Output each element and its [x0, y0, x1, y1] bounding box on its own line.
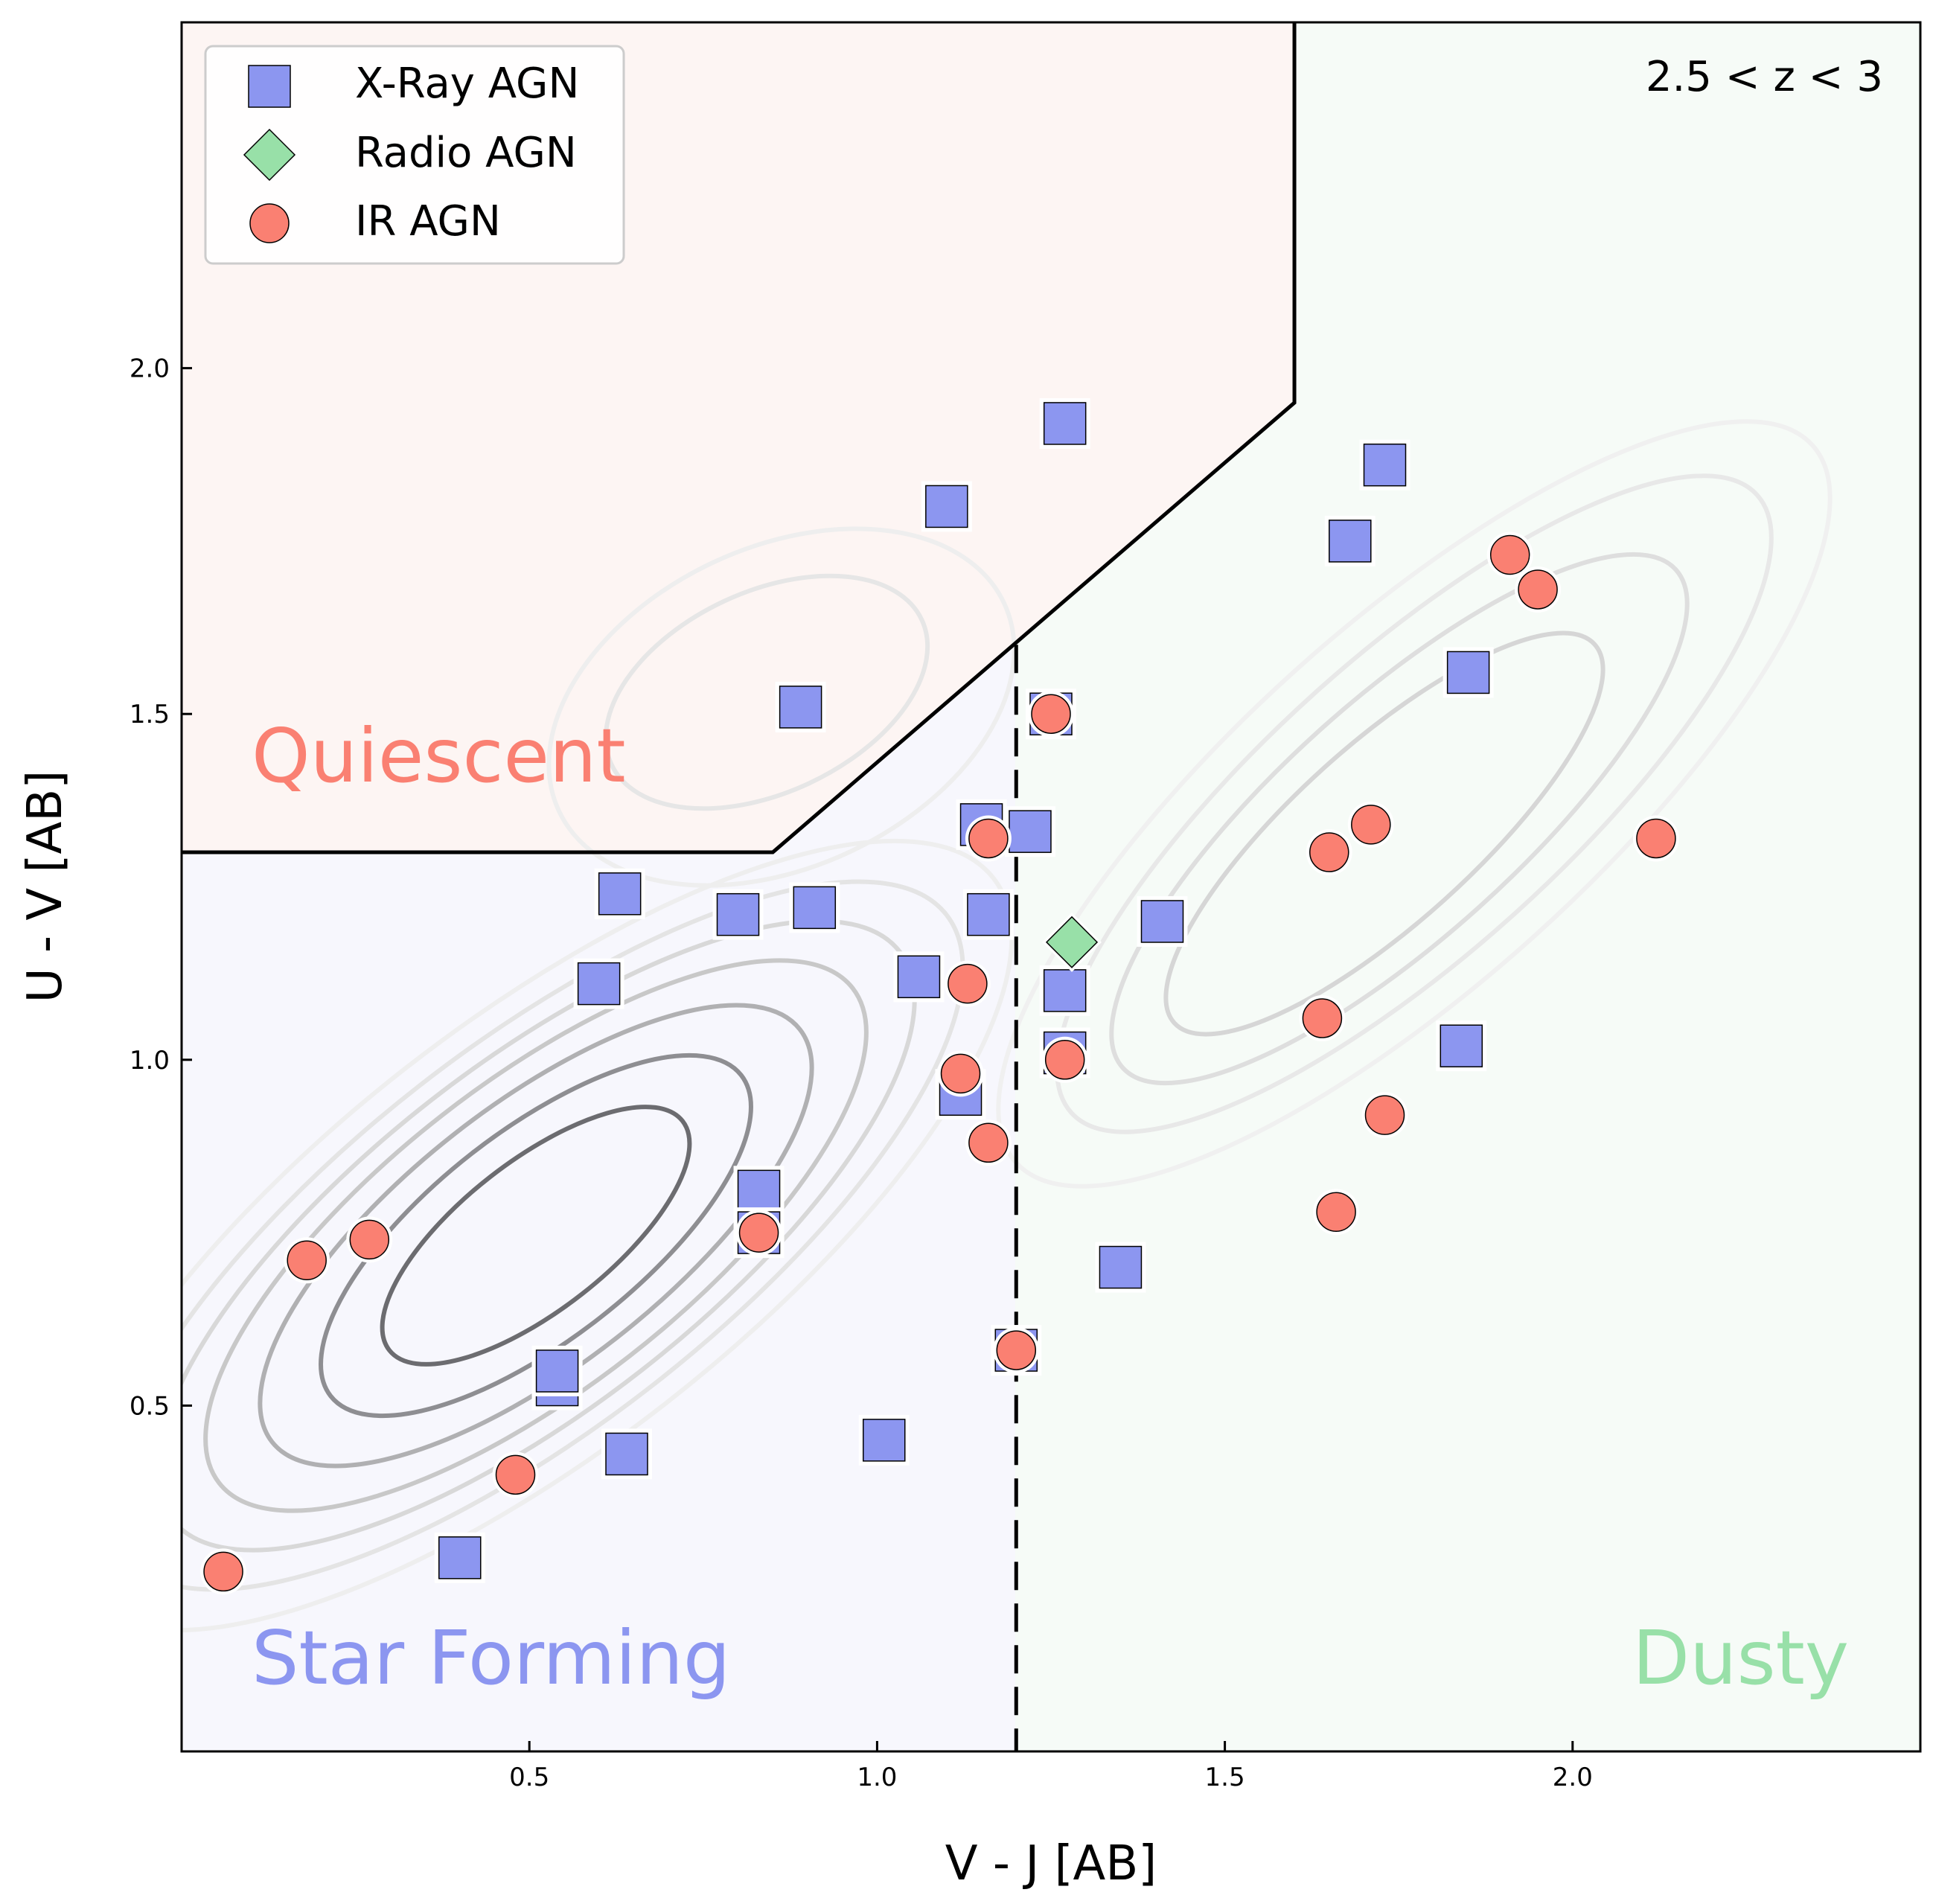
ir-agn-marker-8: [1299, 995, 1346, 1042]
plot-frame: [180, 21, 1922, 1753]
region-backgrounds: [182, 22, 1920, 1751]
legend-label-xray: X-Ray AGN: [355, 60, 579, 108]
ir-agn-marker-11: [965, 1119, 1012, 1166]
dusty-region-label: Dusty: [1632, 1614, 1849, 1702]
contour-mid-2: [258, 1003, 814, 1469]
contour-quiescent-2: [603, 573, 930, 811]
x-ray-agn-marker-15: [893, 951, 945, 1003]
x-ray-agn-marker-2: [1359, 439, 1410, 491]
legend-label-ir: IR AGN: [355, 197, 501, 246]
x-ray-agn-marker-27: [858, 1414, 910, 1466]
x-ray-agn-marker-14: [573, 958, 624, 1009]
legend-marker-radio-agn: [243, 128, 296, 182]
ir-agn-marker-2: [1028, 691, 1074, 738]
x-ray-agn-marker-16: [1039, 965, 1090, 1016]
x-ray-agn-marker-22: [1095, 1242, 1146, 1293]
x-ray-agn-marker-28: [434, 1532, 485, 1583]
y-tick-label: 2.0: [130, 354, 170, 384]
legend-marker-ir-agn: [249, 203, 290, 243]
contour-dusty-2: [1055, 473, 1774, 1134]
contour-dusty-4: [1163, 630, 1605, 1037]
x-ray-agn-marker-8: [1004, 806, 1055, 857]
x-tick-label: 2.0: [1553, 1763, 1593, 1792]
legend: X-Ray AGN Radio AGN IR AGN: [204, 45, 625, 265]
contour-inner-2: [380, 1105, 692, 1367]
contour-mid-1: [203, 958, 869, 1513]
ir-agn-marker-15: [284, 1237, 330, 1284]
radio-agn-marker-0: [1042, 912, 1102, 972]
x-tick-label: 1.0: [857, 1763, 897, 1792]
ir-agn-marker-12: [1361, 1092, 1408, 1139]
ir-agn-marker-13: [1313, 1189, 1360, 1236]
ir-agn-marker-16: [735, 1210, 782, 1256]
legend-label-radio: Radio AGN: [355, 129, 577, 177]
x-ray-agn-marker-4: [775, 681, 826, 732]
x-ray-agn-marker-25: [531, 1345, 583, 1396]
x-ray-agn-marker-9: [594, 868, 645, 919]
x-ray-agn-marker-18: [1436, 1020, 1487, 1072]
quiescent-region-label: Quiescent: [252, 712, 626, 799]
ir-agn-marker-17: [993, 1327, 1040, 1374]
ir-agn-marker-10: [1041, 1036, 1088, 1083]
ir-agn-marker-7: [944, 960, 991, 1007]
x-ray-agn-marker-10: [712, 889, 764, 940]
x-axis-ticks: 0.5 1.0 1.5 2.0: [509, 1741, 1593, 1792]
ir-agn-marker-0: [1486, 531, 1533, 578]
ir-agn-marker-9: [937, 1050, 984, 1097]
ir-agn-marker-14: [346, 1216, 393, 1263]
density-contours: [182, 419, 1833, 1633]
ir-agn-marker-3: [965, 815, 1012, 862]
y-tick-label: 1.0: [130, 1046, 170, 1076]
y-tick-label: 1.5: [130, 700, 170, 729]
x-tick-label: 1.5: [1205, 1763, 1245, 1792]
ir-agn-marker-1: [1515, 566, 1562, 613]
ir-agn-marker-6: [1632, 815, 1679, 862]
ir-agn-marker-18: [492, 1451, 539, 1498]
x-ray-agn-marker-1: [921, 481, 972, 532]
legend-marker-x-ray-agn: [248, 65, 291, 108]
x-axis-label: V - J [AB]: [945, 1836, 1157, 1891]
y-tick-label: 0.5: [130, 1391, 170, 1421]
contour-inner-1: [319, 1052, 753, 1419]
contour-dusty-3: [1109, 552, 1690, 1086]
x-ray-agn-marker-13: [1137, 895, 1188, 947]
ir-agn-marker-4: [1347, 801, 1394, 848]
y-axis-label: U - V [AB]: [18, 770, 73, 1003]
data-markers: [200, 397, 1679, 1595]
legend-markers: [243, 65, 296, 243]
legend-box: [204, 45, 625, 265]
x-tick-label: 0.5: [509, 1763, 549, 1792]
contour-outer-3: [182, 919, 917, 1553]
x-ray-agn-marker-6: [1442, 647, 1494, 698]
contour-quiescent-1: [546, 526, 1017, 888]
ir-agn-marker-19: [200, 1548, 247, 1595]
star-forming-region-label: Star Forming: [252, 1614, 730, 1702]
contour-outer-1: [182, 838, 1015, 1633]
ir-agn-marker-5: [1306, 829, 1352, 876]
x-ray-agn-marker-0: [1039, 397, 1090, 449]
x-ray-agn-marker-11: [789, 882, 840, 933]
x-ray-agn-marker-3: [1324, 515, 1376, 566]
redshift-annotation: 2.5 < z < 3: [1646, 53, 1883, 101]
y-axis-ticks: 0.5 1.0 1.5 2.0: [130, 354, 192, 1421]
x-ray-agn-marker-12: [962, 889, 1014, 940]
contour-outer-2: [182, 879, 965, 1592]
quiescent-boundary-line: [182, 22, 1297, 854]
x-ray-agn-marker-26: [601, 1428, 653, 1480]
